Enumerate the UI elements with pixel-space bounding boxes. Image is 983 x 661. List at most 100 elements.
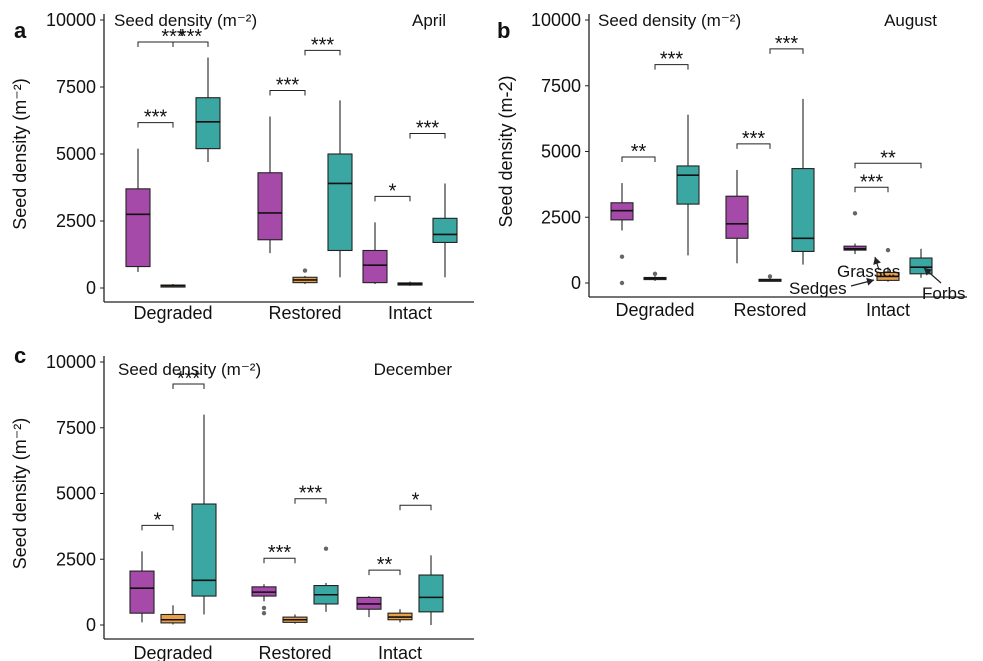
- inner-title: Seed density (m⁻²): [114, 11, 257, 30]
- box-sedges-intact: [397, 281, 423, 286]
- box-grasses-degraded: [610, 183, 634, 286]
- box-sedges-degraded: [160, 283, 186, 288]
- box-iqr: [191, 503, 217, 597]
- bracket-line: [368, 569, 401, 576]
- bracket-line: [304, 49, 341, 56]
- y-tick-label: 10000: [531, 10, 581, 30]
- box-iqr: [160, 613, 186, 624]
- box-forbs-restored: [313, 546, 339, 612]
- category-label: Intact: [388, 303, 432, 323]
- month-label: December: [374, 360, 453, 379]
- significance-bracket: ***: [854, 171, 889, 193]
- category-label: Intact: [378, 643, 422, 661]
- bracket-line: [621, 156, 656, 163]
- y-tick-label: 5000: [541, 142, 581, 162]
- y-tick-label: 2500: [56, 549, 96, 569]
- panel-c: c 0 2500 5000 7500 10000 Seed density (m⁻²) See…: [10, 343, 474, 661]
- y-tick-label: 7500: [56, 77, 96, 97]
- bracket-line: [137, 41, 209, 47]
- box-sedges-intact: [876, 247, 900, 282]
- bracket-line: [854, 162, 922, 169]
- box-iqr: [418, 574, 444, 613]
- box-forbs-intact: [909, 248, 933, 278]
- bracket-line: [269, 89, 306, 96]
- box-sedges-degraded: [643, 271, 667, 281]
- y-tick-label: 10000: [46, 352, 96, 372]
- category-label: Degraded: [615, 300, 694, 320]
- bracket-line: [141, 524, 174, 531]
- significance-label: ***: [742, 128, 766, 150]
- category-label: Degraded: [133, 303, 212, 323]
- category-label: Intact: [866, 300, 910, 320]
- box-sedges-degraded: [160, 605, 186, 625]
- y-tick-label: 2500: [56, 211, 96, 231]
- box-grasses-restored: [725, 169, 749, 264]
- box-iqr: [676, 165, 700, 205]
- significance-label: ***: [860, 171, 884, 193]
- box-iqr: [362, 249, 388, 284]
- box-grasses-degraded: [125, 148, 151, 272]
- category-label: Restored: [733, 300, 806, 320]
- y-tick-label: 5000: [56, 484, 96, 504]
- y-tick-label: 0: [571, 273, 581, 293]
- bracket-line: [374, 195, 411, 202]
- significance-label: ***: [775, 33, 799, 55]
- bracket-line: [294, 498, 327, 504]
- box-iqr: [327, 153, 353, 252]
- annotation-label: Forbs: [922, 284, 965, 303]
- outlier-point: [652, 271, 658, 276]
- significance-label: *: [154, 509, 162, 531]
- outlier-point: [323, 546, 329, 551]
- y-tick-label: 7500: [541, 76, 581, 96]
- y-tick-label: 7500: [56, 418, 96, 438]
- significance-bracket: *: [141, 509, 174, 531]
- category-label: Degraded: [133, 643, 212, 661]
- box-grasses-intact: [843, 211, 867, 255]
- significance-label: ***: [311, 34, 335, 56]
- box-iqr: [432, 217, 458, 243]
- significance-bracket: ***: [409, 117, 446, 139]
- annotation-sedges: Sedges: [789, 277, 875, 298]
- bracket-line: [736, 143, 771, 149]
- outlier-point: [302, 268, 308, 273]
- significance-bracket: *: [374, 180, 411, 202]
- annotation-label: Sedges: [789, 279, 847, 298]
- bracket-line: [399, 504, 432, 511]
- box-sedges-restored: [758, 274, 782, 282]
- annotation-arrow-head: [873, 257, 881, 265]
- significance-bracket: **: [368, 554, 401, 576]
- inner-title: Seed density (m⁻²): [118, 360, 261, 379]
- significance-bracket: ***: [172, 368, 205, 390]
- panel-b: b 0 2500 5000 7500 10000 Seed density (m-2) See…: [496, 10, 967, 320]
- outlier-point: [852, 211, 858, 216]
- significance-label: ***: [144, 107, 168, 129]
- panel-letter: c: [14, 343, 26, 368]
- outlier-point: [619, 254, 625, 259]
- y-axis-label: Seed density (m-2): [496, 75, 516, 227]
- significance-bracket: **: [854, 147, 922, 169]
- significance-label: *: [412, 489, 420, 511]
- bracket-line: [409, 132, 446, 139]
- box-iqr: [129, 570, 155, 614]
- significance-label: ***: [161, 26, 185, 48]
- box-iqr: [195, 97, 221, 150]
- y-tick-label: 2500: [541, 207, 581, 227]
- significance-label: ***: [276, 74, 300, 96]
- outlier-point: [261, 610, 267, 616]
- panel-letter: b: [497, 18, 510, 43]
- significance-bracket: ***: [654, 49, 689, 71]
- significance-bracket: ***: [263, 542, 296, 564]
- bracket-line: [769, 48, 804, 54]
- box-sedges-intact: [387, 609, 413, 623]
- annotation-label: Grasses: [837, 262, 900, 281]
- y-tick-label: 0: [86, 615, 96, 635]
- y-tick-label: 10000: [46, 10, 96, 30]
- significance-label: *: [389, 180, 397, 202]
- box-forbs-degraded: [195, 57, 221, 163]
- box-forbs-restored: [327, 100, 353, 278]
- significance-bracket: **: [621, 141, 656, 163]
- box-grasses-restored: [251, 584, 277, 616]
- significance-bracket: ***: [137, 26, 209, 48]
- significance-bracket: ***: [736, 128, 771, 150]
- annotation-grasses: Grasses: [837, 256, 900, 281]
